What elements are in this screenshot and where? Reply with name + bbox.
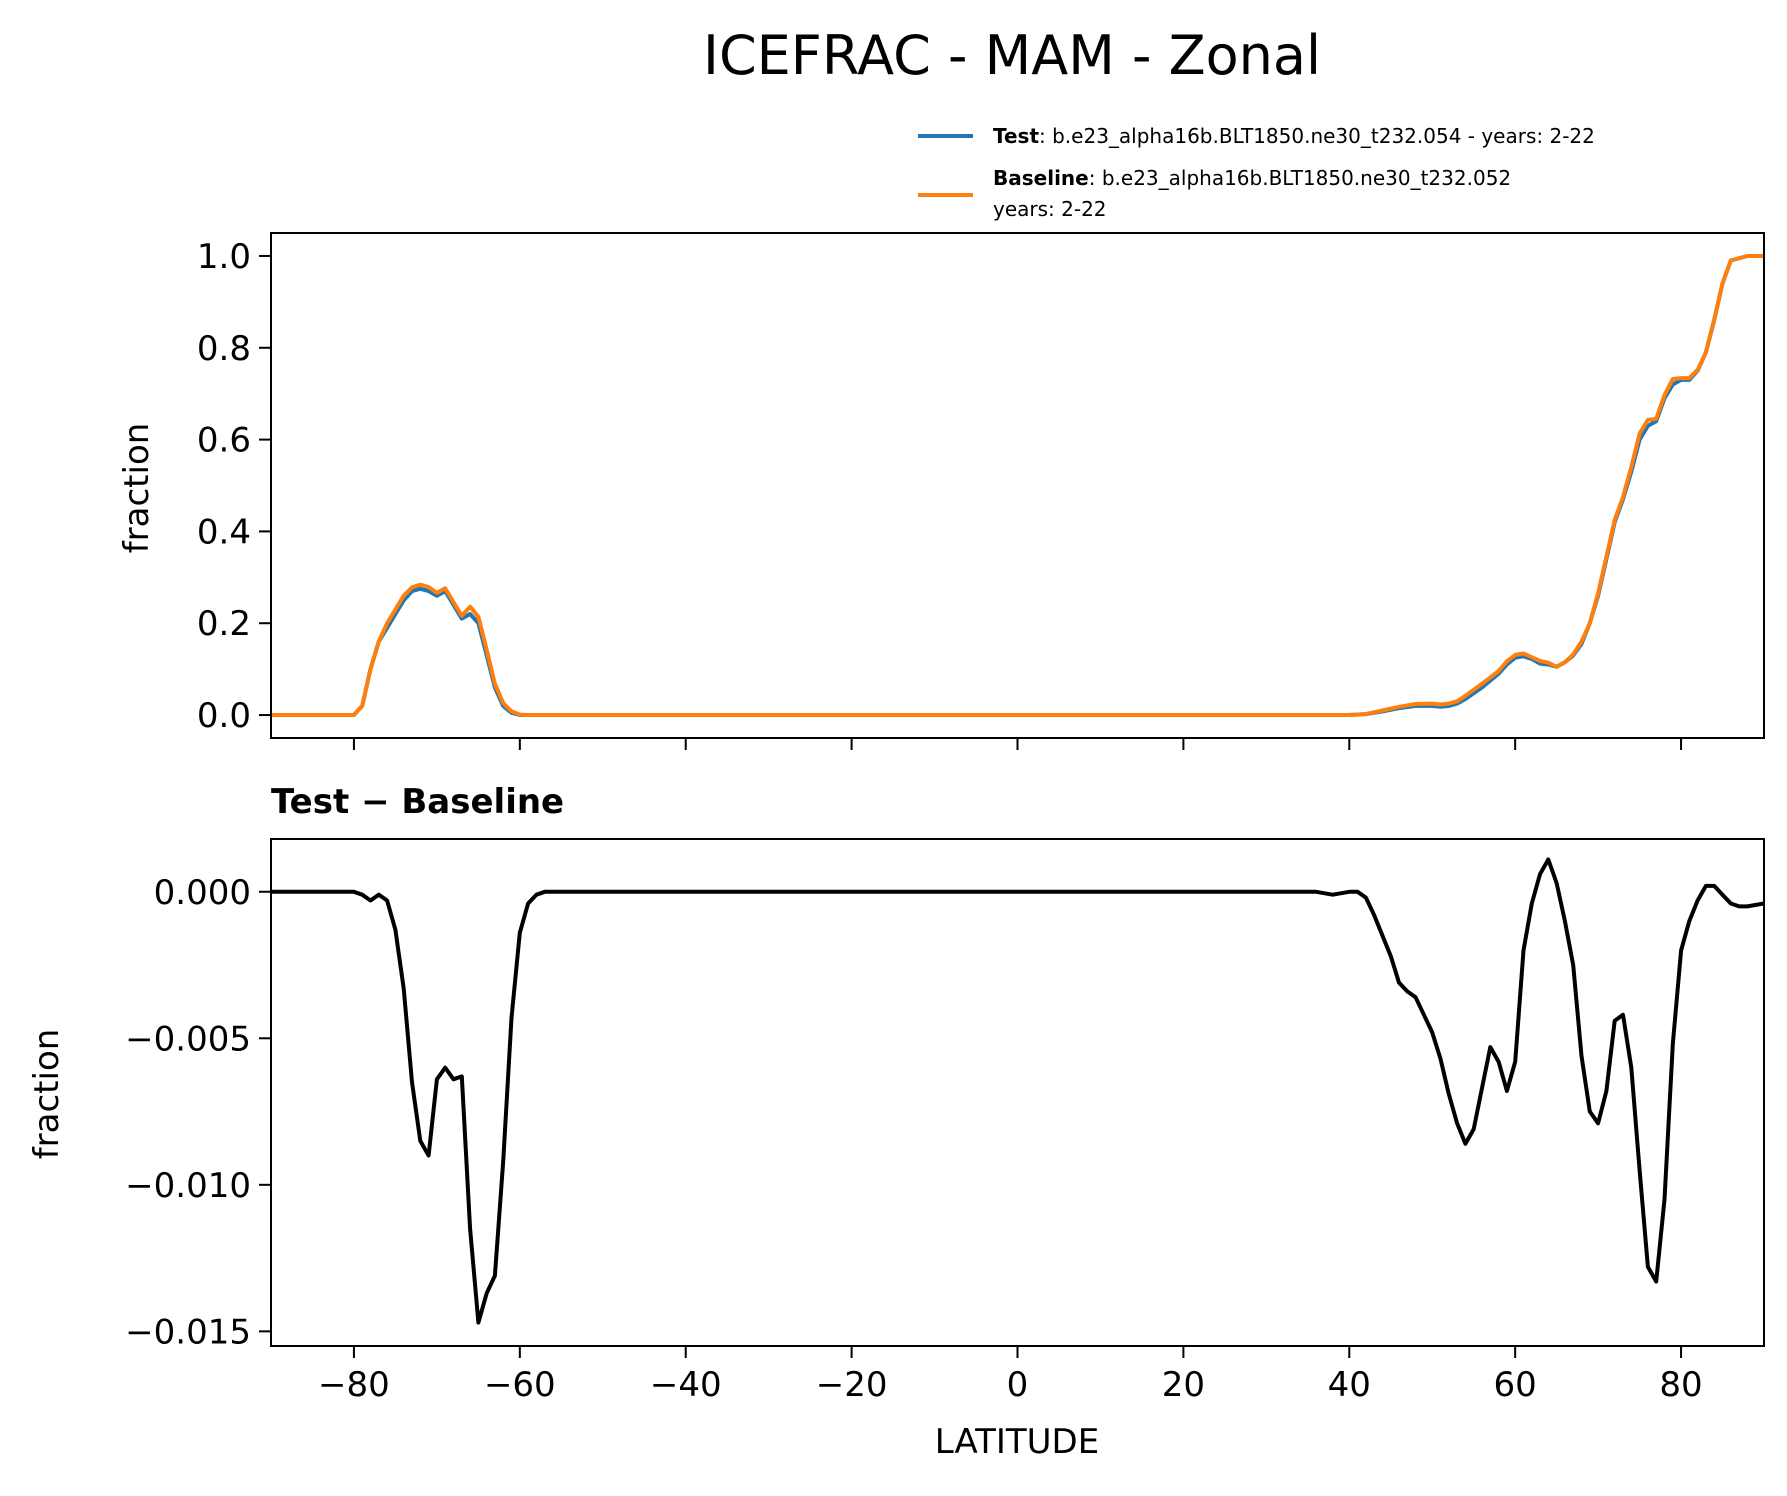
legend-label-test-text: : b.e23_alpha16b.BLT1850.ne30_t232.054 -…: [1039, 124, 1595, 148]
x-tick-label: −20: [816, 1365, 888, 1405]
series-line-baseline: [271, 254, 1764, 717]
top-y-ticks: 0.0 0.2 0.4 0.6 0.8 1.0: [197, 237, 271, 736]
x-tick-label: −40: [650, 1365, 722, 1405]
legend-label-test: Test: b.e23_alpha16b.BLT1850.ne30_t232.0…: [993, 124, 1595, 148]
legend-label-baseline-line2: years: 2-22: [993, 197, 1107, 221]
top-panel: 0.0 0.2 0.4 0.6 0.8 1.0 fraction: [117, 232, 1765, 750]
y-tick-label: 0.2: [197, 604, 251, 644]
legend-label-baseline: Baseline: b.e23_alpha16b.BLT1850.ne30_t2…: [993, 166, 1511, 190]
bottom-plot-area: [271, 857, 1764, 1325]
x-tick-label: −80: [318, 1365, 390, 1405]
y-tick-label: 0.000: [154, 873, 251, 913]
y-tick-label: 1.0: [197, 237, 251, 277]
y-tick-label: −0.005: [125, 1019, 251, 1059]
top-plot-area: [271, 254, 1764, 717]
bottom-y-ticks: 0.000 −0.005 −0.010 −0.015: [125, 873, 271, 1352]
y-tick-label: 0.4: [197, 512, 251, 552]
top-ylabel: fraction: [117, 423, 157, 554]
x-tick-label: 60: [1494, 1365, 1537, 1405]
x-tick-label: −60: [484, 1365, 556, 1405]
y-tick-label: −0.010: [125, 1166, 251, 1206]
y-tick-label: 0.0: [197, 696, 251, 736]
legend-label-baseline-bold: Baseline: [993, 166, 1089, 190]
y-tick-label: −0.015: [125, 1312, 251, 1352]
bottom-ylabel: fraction: [27, 1029, 67, 1160]
bottom-x-ticks: −80 −60 −40 −20 0 20 40 60 80: [318, 1346, 1703, 1405]
series-line-test-baseline: [271, 857, 1764, 1325]
legend: Test: b.e23_alpha16b.BLT1850.ne30_t232.0…: [918, 124, 1595, 221]
top-x-ticks: [352, 738, 1683, 750]
x-tick-label: 80: [1659, 1365, 1702, 1405]
legend-label-test-bold: Test: [993, 124, 1039, 148]
x-tick-label: 0: [1007, 1365, 1029, 1405]
x-tick-label: 40: [1328, 1365, 1371, 1405]
series-line-test: [271, 254, 1764, 717]
bottom-panel-title: Test − Baseline: [271, 782, 564, 822]
bottom-xlabel: LATITUDE: [935, 1422, 1099, 1462]
bottom-panel: Test − Baseline −80 −60 −40 −20 0 20 40 60 80 0.…: [27, 782, 1765, 1462]
x-tick-label: 20: [1162, 1365, 1205, 1405]
legend-label-baseline-text: : b.e23_alpha16b.BLT1850.ne30_t232.052: [1089, 166, 1511, 190]
y-tick-label: 0.8: [197, 329, 251, 369]
figure-title: ICEFRAC - MAM - Zonal: [703, 24, 1321, 87]
y-tick-label: 0.6: [197, 421, 251, 461]
